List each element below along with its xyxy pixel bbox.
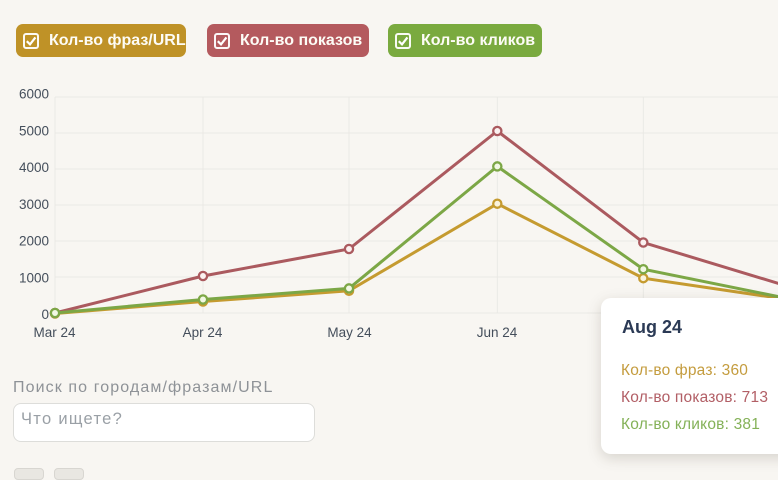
svg-text:Jun 24: Jun 24 <box>477 325 518 340</box>
svg-text:Apr 24: Apr 24 <box>183 325 223 340</box>
svg-text:4000: 4000 <box>19 160 49 175</box>
svg-text:2000: 2000 <box>19 234 49 249</box>
svg-text:May 24: May 24 <box>327 325 372 340</box>
svg-text:6000: 6000 <box>19 87 49 102</box>
svg-text:0: 0 <box>41 307 49 322</box>
svg-text:1000: 1000 <box>19 270 49 285</box>
svg-text:5000: 5000 <box>19 123 49 138</box>
svg-text:3000: 3000 <box>19 197 49 212</box>
svg-text:Mar 24: Mar 24 <box>33 325 76 340</box>
